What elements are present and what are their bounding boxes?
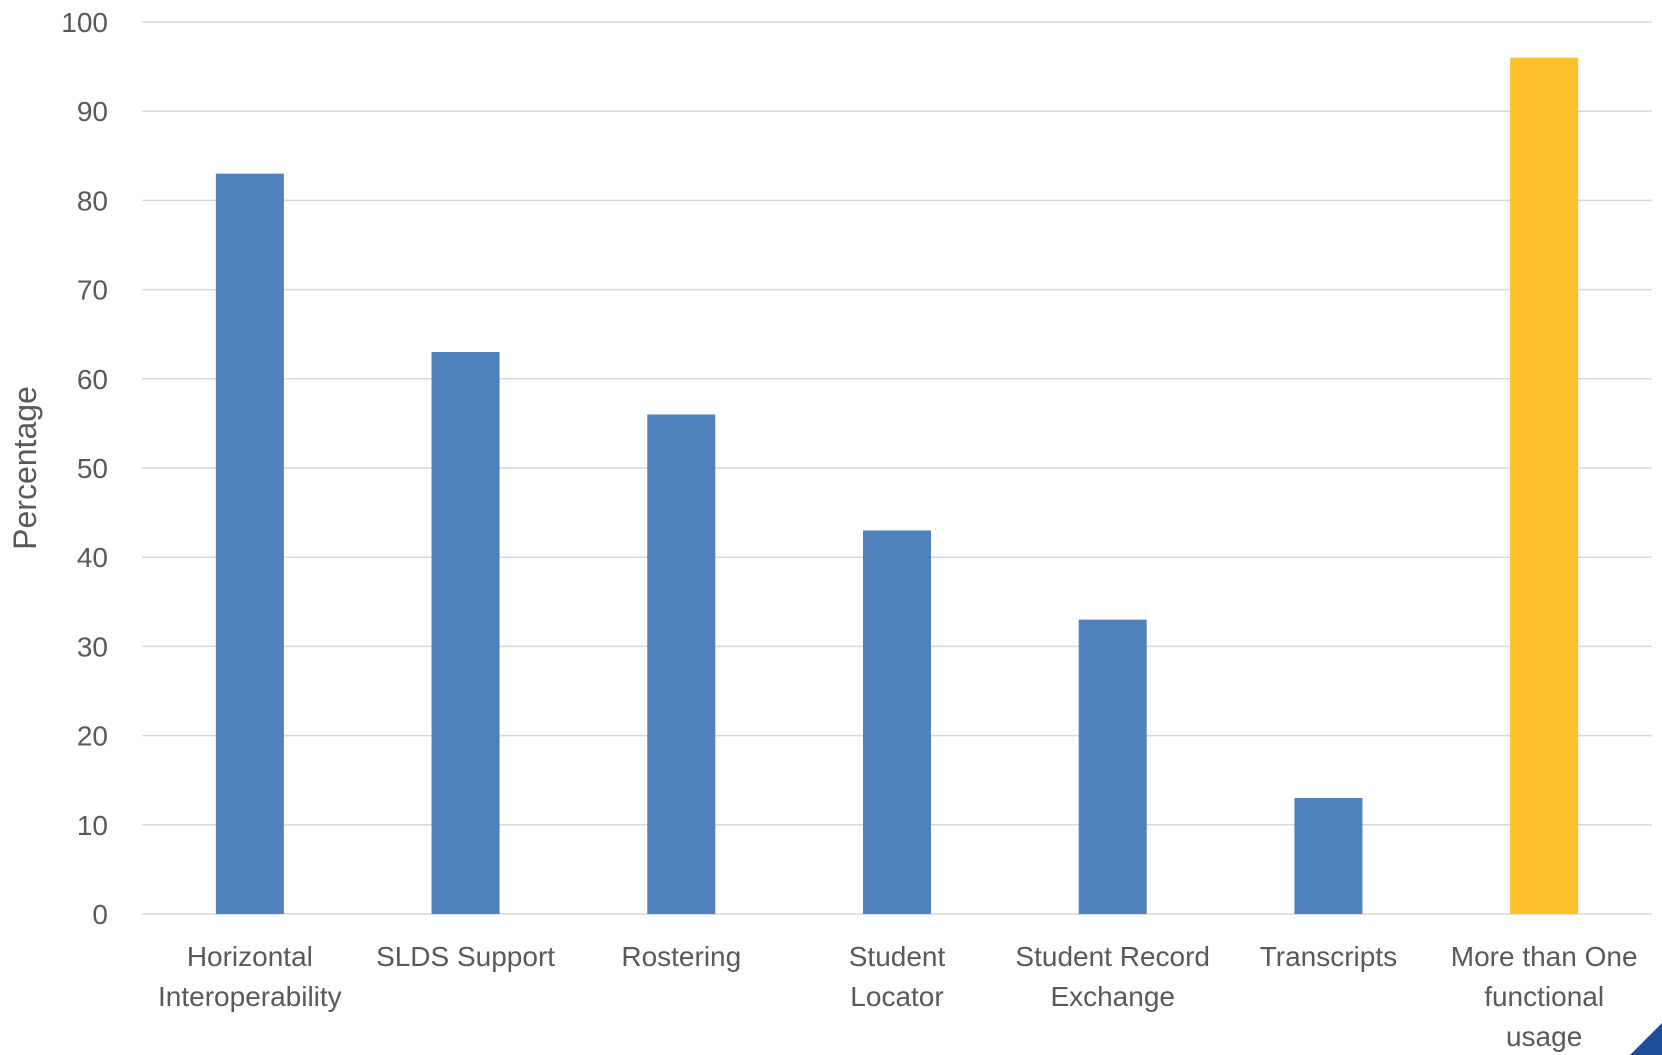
bars xyxy=(215,57,1579,915)
y-tick-label: 70 xyxy=(77,275,108,306)
x-category-label-line: Interoperability xyxy=(158,981,342,1012)
y-tick-label: 20 xyxy=(77,721,108,752)
x-category-label-line: More than One xyxy=(1451,941,1638,972)
bar xyxy=(1510,57,1579,915)
bar xyxy=(431,352,500,914)
bar xyxy=(1294,798,1363,914)
bar xyxy=(647,414,716,914)
x-category-label-line: Locator xyxy=(850,981,943,1012)
y-tick-label: 50 xyxy=(77,453,108,484)
x-category-label-line: Horizontal xyxy=(187,941,313,972)
y-tick-label: 10 xyxy=(77,810,108,841)
x-category-label: Horizontal Interoperability xyxy=(158,941,342,1012)
bar xyxy=(1078,619,1147,914)
bar xyxy=(215,173,284,914)
x-category-label-line: Student xyxy=(849,941,946,972)
x-category-label-line: functional xyxy=(1484,981,1604,1012)
y-tick-label: 30 xyxy=(77,631,108,662)
x-category-label-line: usage xyxy=(1506,1021,1582,1052)
y-tick-label: 40 xyxy=(77,542,108,573)
x-category-label: Rostering xyxy=(621,941,741,972)
x-category-label: More than One functional usage xyxy=(1451,941,1638,1052)
y-axis-title: Percentage xyxy=(7,386,43,550)
x-category-label: SLDS Support xyxy=(376,941,555,972)
x-axis-labels: Horizontal Interoperability SLDS Support Ro… xyxy=(158,941,1638,1052)
y-axis-ticks: 0 10 20 30 40 50 60 70 80 90 100 xyxy=(61,7,108,930)
x-category-label-line: Transcripts xyxy=(1260,941,1397,972)
x-category-label-line: Exchange xyxy=(1050,981,1175,1012)
bar xyxy=(863,530,931,914)
x-category-label: Transcripts xyxy=(1260,941,1397,972)
y-tick-label: 60 xyxy=(77,364,108,395)
y-tick-label: 80 xyxy=(77,185,108,216)
y-tick-label: 100 xyxy=(61,7,108,38)
y-tick-label: 90 xyxy=(77,96,108,127)
x-category-label-line: SLDS Support xyxy=(376,941,555,972)
x-category-label: Student Record Exchange xyxy=(1015,941,1210,1012)
x-category-label: Student Locator xyxy=(849,941,946,1012)
x-category-label-line: Rostering xyxy=(621,941,741,972)
x-category-label-line: Student Record xyxy=(1015,941,1210,972)
corner-triangle-icon xyxy=(1630,1023,1662,1055)
y-tick-label: 0 xyxy=(92,899,108,930)
